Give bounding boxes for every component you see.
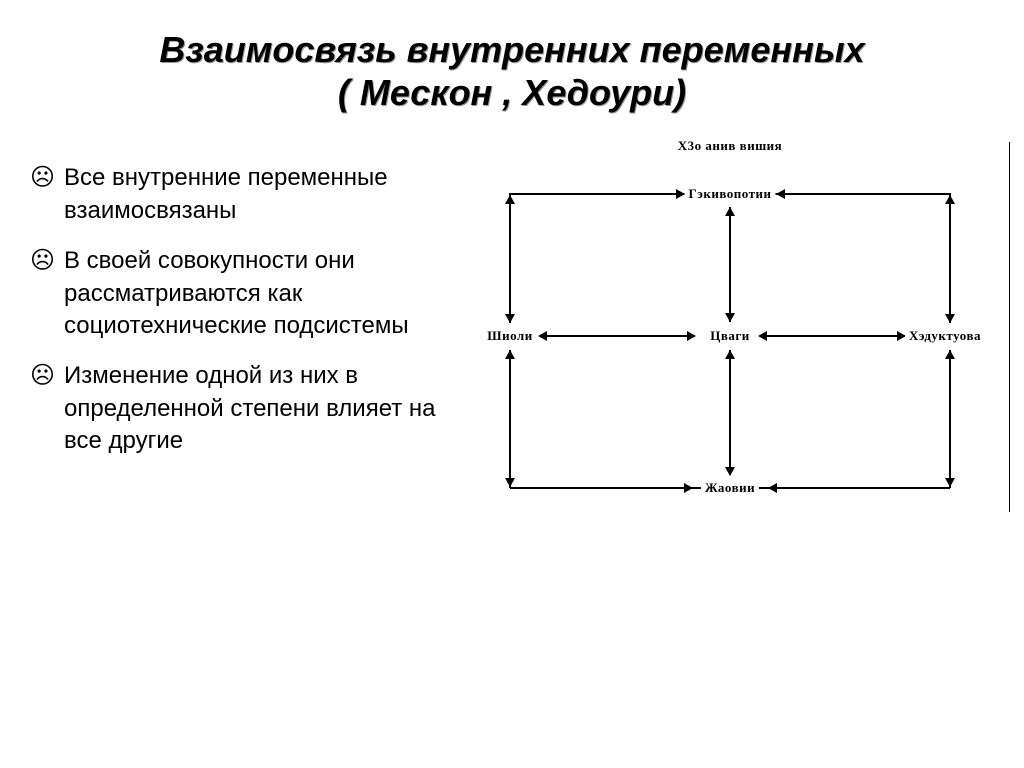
edge-center-bottom xyxy=(729,350,731,475)
edge-left-down xyxy=(509,350,511,488)
sad-face-icon: ☹ xyxy=(30,360,64,391)
bullet-text: Изменение одной из них в определенной ст… xyxy=(64,360,450,457)
arrow-icon xyxy=(505,350,515,359)
arrow-icon xyxy=(725,207,735,216)
list-item: ☹ Изменение одной из них в определенной … xyxy=(30,360,450,457)
arrow-icon xyxy=(505,195,515,204)
bullet-list: ☹ Все внутренние переменные взаимосвязан… xyxy=(30,162,450,457)
edge-left-center xyxy=(545,335,695,337)
bullet-column: ☹ Все внутренние переменные взаимосвязан… xyxy=(30,132,450,552)
arrow-icon xyxy=(945,314,955,323)
bullet-text: В своей совокупности они рассматриваются… xyxy=(64,245,450,342)
title-line-2: ( Мескон , Хедоури) xyxy=(338,72,686,113)
node-center: Цваги xyxy=(706,328,754,344)
arrow-icon xyxy=(538,331,547,341)
list-item: ☹ Все внутренние переменные взаимосвязан… xyxy=(30,162,450,227)
diagram-right-border xyxy=(1009,142,1010,512)
edge-right-up xyxy=(949,193,951,323)
list-item: ☹ В своей совокупности они рассматривают… xyxy=(30,245,450,342)
sad-face-icon: ☹ xyxy=(30,245,64,276)
variables-diagram: Х3о анив вишия Гэкивопотии Шиоли Цваги Х… xyxy=(450,132,1010,532)
node-left: Шиоли xyxy=(483,328,536,344)
arrow-icon xyxy=(725,467,735,476)
edge-left-up xyxy=(509,193,511,323)
arrow-icon xyxy=(725,313,735,322)
sad-face-icon: ☹ xyxy=(30,162,64,193)
slide-title: Взаимосвязь внутренних переменных ( Меск… xyxy=(0,0,1024,132)
arrow-icon xyxy=(768,483,777,493)
edge-right-down xyxy=(949,350,951,488)
arrow-icon xyxy=(945,350,955,359)
arrow-icon xyxy=(945,195,955,204)
node-bottom: Жаовии xyxy=(701,480,759,496)
arrow-icon xyxy=(684,483,693,493)
content-area: ☹ Все внутренние переменные взаимосвязан… xyxy=(0,132,1024,552)
arrow-icon xyxy=(725,350,735,359)
arrow-icon xyxy=(758,331,767,341)
node-top: Х3о анив вишия xyxy=(674,138,786,154)
edge-center-right xyxy=(765,335,905,337)
edge-tech-center xyxy=(729,207,731,322)
arrow-icon xyxy=(505,314,515,323)
arrow-icon xyxy=(945,478,955,487)
bullet-text: Все внутренние переменные взаимосвязаны xyxy=(64,162,450,227)
title-line-1: Взаимосвязь внутренних переменных xyxy=(159,29,864,70)
arrow-icon xyxy=(505,478,515,487)
node-right: Хэдуктуова xyxy=(905,328,985,344)
node-tech: Гэкивопотии xyxy=(685,186,776,202)
arrow-icon xyxy=(776,189,785,199)
arrow-icon xyxy=(687,331,696,341)
diagram-column: Х3о анив вишия Гэкивопотии Шиоли Цваги Х… xyxy=(450,132,994,552)
